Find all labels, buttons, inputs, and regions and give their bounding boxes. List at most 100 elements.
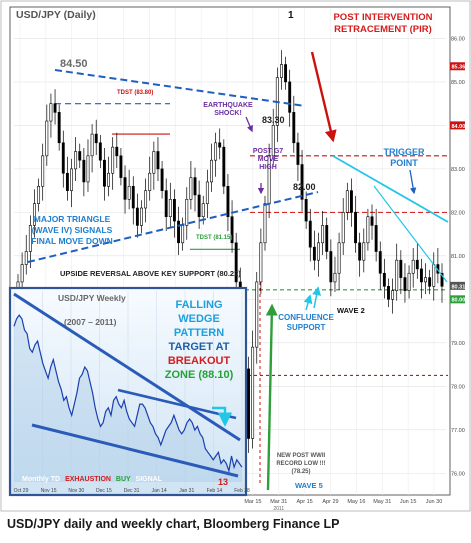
daily-y-axis: 86.00 85.00 84.00 83.00 82.00 81.00 80.00 79.00… — [450, 36, 465, 477]
daily-candle — [144, 178, 148, 223]
candle-body — [78, 151, 82, 161]
daily-candle — [407, 265, 411, 299]
daily-candle — [288, 69, 292, 127]
weekly-inset: USD/JPY Weekly (2007 – 2011) FALLING WED… — [8, 286, 250, 497]
candle-body — [28, 225, 32, 252]
daily-candle — [395, 243, 399, 301]
candle-body — [123, 177, 127, 200]
daily-candle — [247, 356, 250, 453]
candle-body — [61, 142, 65, 174]
wave5-green-arrow — [265, 303, 278, 491]
candle-body — [86, 155, 90, 183]
daily-candle — [24, 234, 28, 275]
y-tick-label: 77.00 — [451, 428, 465, 434]
label-g7-2: MOVE — [258, 156, 279, 163]
candle-body — [382, 272, 386, 287]
price-tag-label: 80.31 — [452, 284, 466, 290]
daily-candle — [415, 243, 419, 279]
candle-body — [74, 151, 78, 170]
label-83-30: 83.30 — [262, 115, 285, 125]
daily-candle — [164, 178, 168, 232]
y-tick-label: 86.00 — [451, 36, 465, 42]
wedge-upper-line — [13, 292, 241, 442]
candle-body — [222, 146, 226, 187]
daily-candle — [86, 139, 90, 192]
candle-body — [94, 133, 98, 144]
daily-x-axis: Mar 15 Mar 31 Apr 15 Apr 29 May 16 May 31 Jun … — [244, 499, 442, 512]
daily-candle — [284, 56, 288, 90]
weekly-price-line — [13, 314, 243, 474]
label-confluence-2: SUPPORT — [287, 323, 326, 332]
daily-candle — [354, 195, 357, 253]
label-record-low-1: NEW POST WWII — [277, 453, 326, 459]
daily-candle — [205, 169, 209, 219]
weekly-gridlines — [13, 291, 243, 492]
label-g7-1: POST G7 — [253, 148, 283, 155]
daily-candle — [131, 176, 135, 225]
daily-candle — [103, 148, 106, 201]
daily-candle — [210, 143, 213, 192]
daily-candle — [61, 130, 65, 188]
candle-body — [164, 190, 168, 218]
daily-candle — [391, 278, 395, 314]
label-triangle-2: (WAVE IV) SIGNALS — [32, 225, 113, 235]
candle-body — [168, 199, 172, 218]
label-g7-3: HIGH — [259, 164, 277, 171]
candle-body — [415, 259, 419, 270]
wedge-lower-line — [31, 423, 239, 478]
label-confluence-1: CONFLUENCE — [278, 313, 334, 322]
candle-body — [144, 190, 148, 209]
candle-body — [185, 199, 189, 226]
weekly-x-tick-label: Dec 31 — [124, 488, 140, 494]
candle-body — [424, 277, 427, 283]
triangle-upper-trendline — [54, 69, 306, 107]
x-tick-label: Apr 29 — [322, 499, 338, 505]
weekly-x-tick-label: Nov 15 — [41, 488, 57, 494]
candle-body — [234, 242, 238, 283]
candle-body — [288, 81, 292, 113]
price-tag: 85.36 — [450, 62, 465, 71]
wedge-label-2: WEDGE — [178, 313, 220, 325]
x-tick-label: Jun 30 — [426, 499, 443, 505]
x-year-label: 2011 — [273, 506, 284, 512]
label-record-low-3: (78.25) — [291, 469, 310, 475]
daily-candle — [424, 263, 427, 295]
daily-candle — [57, 104, 61, 151]
daily-labels: USD/JPY (Daily) 84.50 83.30 82.00 TDST (… — [16, 9, 433, 490]
candle-body — [193, 177, 197, 196]
daily-candle — [214, 132, 218, 177]
candle-body — [419, 268, 423, 283]
daily-candle — [230, 200, 234, 253]
daily-candle — [218, 128, 222, 160]
candle-body — [214, 142, 218, 161]
daily-candle — [374, 208, 378, 262]
candle-body — [127, 185, 131, 200]
daily-candle — [399, 250, 403, 295]
daily-candle — [370, 204, 374, 240]
figure-caption: USD/JPY daily and weekly chart, Bloomber… — [7, 517, 340, 531]
trigger-arrow — [409, 169, 417, 195]
candle-body — [33, 203, 36, 226]
candle-body — [358, 242, 362, 261]
daily-candle — [140, 200, 143, 234]
label-wave-5: WAVE 5 — [295, 481, 323, 490]
weekly-x-tick-label: Oct 29 — [14, 488, 29, 494]
daily-candle — [28, 215, 32, 269]
candle-body — [312, 246, 316, 261]
daily-candle — [308, 208, 312, 262]
candle-body — [432, 264, 436, 287]
daily-candles — [16, 50, 444, 453]
daily-candle — [312, 230, 316, 271]
label-82-00: 82.00 — [293, 182, 316, 192]
y-tick-label: 85.00 — [451, 80, 465, 86]
candle-body — [333, 272, 337, 283]
candle-body — [308, 220, 312, 248]
td-signal-label: Monthly TD EXHAUSTION BUY SIGNAL — [22, 476, 163, 483]
daily-candle — [119, 148, 123, 186]
candle-body — [349, 190, 353, 213]
candle-body — [378, 251, 382, 274]
daily-candle — [148, 156, 152, 201]
daily-candle — [329, 239, 333, 297]
candle-body — [152, 151, 156, 174]
label-earthquake-1: EARTHQUAKE — [203, 102, 253, 109]
